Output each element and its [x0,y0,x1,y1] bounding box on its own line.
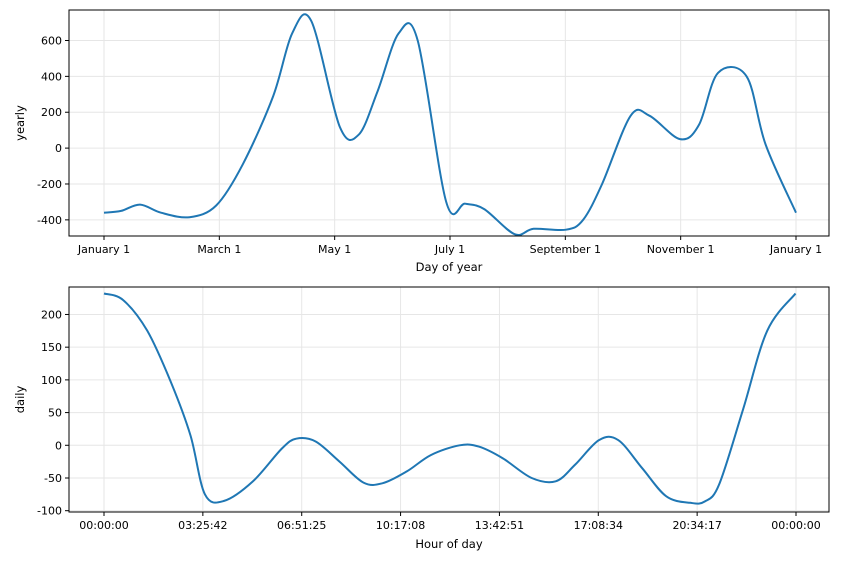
y-tick-label: -400 [37,214,62,227]
x-axis-label: Day of year [416,260,483,274]
x-tick-label: May 1 [318,243,351,256]
y-tick-label: -100 [37,505,62,518]
y-tick-label: 0 [55,439,62,452]
x-tick-label: July 1 [434,243,465,256]
x-tick-label: January 1 [77,243,130,256]
x-tick-label: January 1 [769,243,822,256]
y-tick-label: 50 [48,407,62,420]
x-axis-label: Hour of day [415,537,482,551]
x-tick-label: March 1 [197,243,241,256]
x-tick-label: September 1 [530,243,601,256]
y-tick-label: 200 [41,106,62,119]
x-tick-label: 20:34:17 [672,519,721,532]
x-tick-label: 00:00:00 [79,519,128,532]
x-tick-label: 17:08:34 [574,519,623,532]
x-tick-label: November 1 [647,243,715,256]
daily-panel: 00:00:00 03:25:42 06:51:25 10:17:08 13:42:51… [13,286,830,551]
plot-frame [68,286,830,513]
daily-series-line [103,292,797,505]
y-tick-label: 200 [41,308,62,321]
y-tick-label: -50 [44,472,62,485]
y-tick-label: 150 [41,341,62,354]
y-tick-label: 100 [41,374,62,387]
y-tick-label: 400 [41,70,62,83]
x-tick-label: 03:25:42 [178,519,227,532]
x-tick-label: 13:42:51 [475,519,524,532]
yearly-series-line [103,13,797,236]
x-tick-label: 10:17:08 [376,519,425,532]
y-tick-label: -200 [37,178,62,191]
x-tick-label: 06:51:25 [277,519,326,532]
y-tick-label: 0 [55,142,62,155]
plot-frame [68,9,830,237]
y-axis-label: yearly [13,105,27,141]
yearly-panel: January 1 March 1 May 1 July 1 September 1 No… [13,9,830,274]
y-axis-label: daily [13,386,27,414]
y-tick-label: 600 [41,34,62,47]
x-tick-label: 00:00:00 [771,519,820,532]
